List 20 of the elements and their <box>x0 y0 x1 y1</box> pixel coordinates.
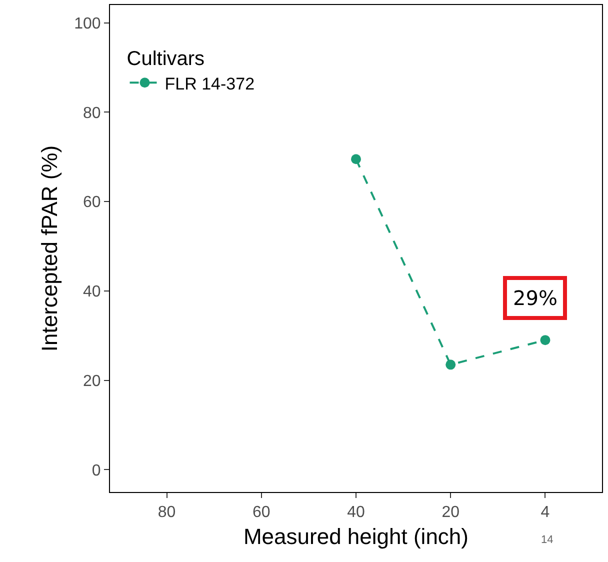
point <box>351 154 361 164</box>
y-tick-label: 80 <box>83 104 101 122</box>
x-tick-label: 20 <box>442 504 460 522</box>
y-tick-label: 60 <box>83 194 101 212</box>
legend-title: Cultivars <box>126 48 205 70</box>
y-tick-label: 20 <box>83 372 101 390</box>
legend-label: FLR 14-372 <box>164 74 255 94</box>
point <box>540 335 550 346</box>
x-tick-label: 60 <box>252 504 270 522</box>
x-tick-label: 40 <box>347 504 365 522</box>
x-tick-label: 80 <box>158 504 176 522</box>
text: 14 <box>541 534 554 546</box>
x-axis-title: Measured height (inch) <box>243 524 469 550</box>
y-tick-label: 0 <box>92 462 101 480</box>
x-tick-label: 4 <box>540 504 550 522</box>
y-tick-label: 40 <box>83 284 101 301</box>
annotation: 29% <box>513 286 558 310</box>
point <box>446 360 456 370</box>
y-tick-label: 100 <box>74 15 101 32</box>
y-axis-title: Intercepted fPAR (%) <box>36 145 62 352</box>
